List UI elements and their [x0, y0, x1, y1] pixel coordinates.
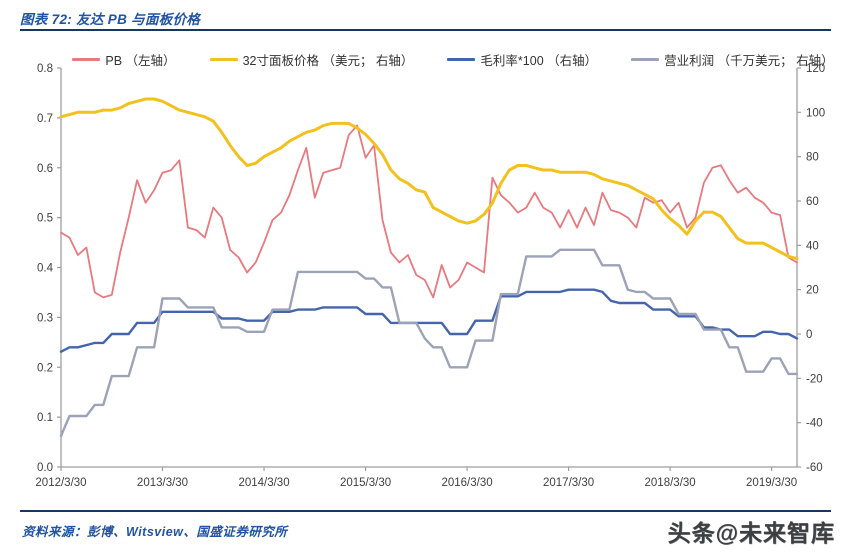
x-axis-tick-label: 2019/3/30	[746, 477, 797, 489]
x-axis-tick-label: 2018/3/30	[645, 477, 696, 489]
y-axis-right-tick-label: 0	[806, 329, 812, 341]
y-axis-left-tick-label: 0.6	[37, 163, 53, 175]
series-line-panel_price	[59, 97, 799, 261]
legend-swatch-operating-profit	[631, 58, 660, 61]
x-axis-tick-label: 2012/3/30	[35, 477, 86, 489]
legend-swatch-panel-price	[209, 58, 238, 61]
x-axis-tick-label: 2014/3/30	[238, 477, 289, 489]
y-axis-right-tick-label: 100	[806, 107, 825, 119]
y-axis-left-tick-label: 0.1	[37, 412, 53, 424]
y-axis-right-tick-label: 20	[806, 285, 819, 297]
y-axis-left-tick-label: 0.3	[37, 312, 53, 324]
legend-swatch-pb	[72, 58, 101, 61]
legend-item-panel-price: 32寸面板价格 （美元； 右轴）	[209, 50, 414, 69]
series-line-operating_profit	[59, 248, 799, 438]
y-axis-right-tick-label: 120	[806, 63, 825, 75]
figure-title: 图表 72: 友达 PB 与面板价格	[20, 12, 201, 27]
legend-label-pb: PB （左轴）	[105, 54, 176, 68]
series-line-gross_margin	[59, 288, 799, 353]
legend-label-operating-profit: 营业利润 （千万美元； 右轴）	[664, 54, 834, 68]
legend-swatch-gross-margin	[447, 58, 476, 61]
x-axis-tick-label: 2015/3/30	[340, 477, 391, 489]
y-axis-right-tick-label: 60	[806, 196, 819, 208]
chart-legend: PB （左轴） 32寸面板价格 （美元； 右轴） 毛利率*100 （右轴） 营业…	[70, 50, 836, 69]
x-axis-tick-label: 2013/3/30	[137, 477, 188, 489]
data-source-note: 资料来源：彭博、Witsview、国盛证券研究所	[22, 525, 288, 539]
legend-item-operating-profit: 营业利润 （千万美元； 右轴）	[631, 50, 834, 69]
y-axis-right-tick-label: 80	[806, 152, 819, 164]
y-axis-left-tick-label: 0.2	[37, 362, 53, 374]
y-axis-right-tick-label: 40	[806, 240, 819, 252]
y-axis-left-tick-label: 0.0	[37, 462, 53, 474]
x-axis-tick-label: 2017/3/30	[543, 477, 594, 489]
y-axis-left-tick-label: 0.5	[37, 213, 53, 225]
y-axis-left-tick-label: 0.7	[37, 113, 53, 125]
y-axis-right-tick-label: -40	[806, 418, 823, 430]
legend-label-panel-price: 32寸面板价格 （美元； 右轴）	[242, 54, 414, 68]
x-axis-tick-label: 2016/3/30	[441, 477, 492, 489]
legend-item-pb: PB （左轴）	[72, 50, 176, 69]
watermark-toutiao: 头条@未来智库	[667, 520, 835, 546]
y-axis-left-tick-label: 0.8	[37, 63, 53, 75]
footer-divider-line	[20, 510, 831, 512]
title-divider-line	[20, 29, 831, 31]
y-axis-left-tick-label: 0.4	[37, 263, 54, 275]
series-line-pb	[60, 124, 798, 299]
y-axis-right-tick-label: -20	[806, 373, 823, 385]
legend-label-gross-margin: 毛利率*100 （右轴）	[480, 54, 598, 68]
y-axis-right-tick-label: -60	[806, 462, 823, 474]
legend-item-gross-margin: 毛利率*100 （右轴）	[447, 50, 597, 69]
